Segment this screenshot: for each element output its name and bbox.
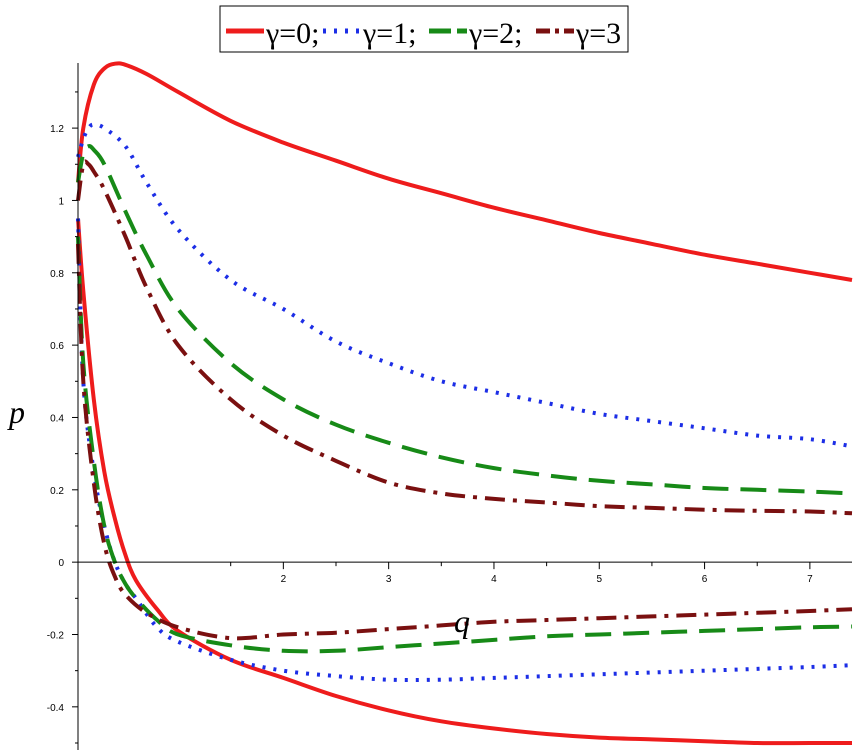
series-1-upper-curve [76, 122, 853, 449]
x-axis-title: q [454, 603, 470, 639]
y-tick-label: -0.4 [47, 703, 65, 714]
series-2-upper-curve [76, 144, 853, 496]
legend-label-3: γ=3 [575, 17, 621, 50]
legend-label-0: γ=0; [265, 17, 320, 50]
y-tick-label: 0.4 [50, 413, 64, 424]
legend-box [219, 5, 629, 53]
x-tick-label: 2 [281, 574, 287, 585]
series-2-lower-curve [76, 236, 853, 654]
axes-layer [77, 63, 852, 750]
x-tick-label: 5 [596, 574, 602, 585]
legend-label-1: γ=1; [362, 17, 417, 50]
y-tick-label: 1.2 [50, 124, 64, 135]
y-axis-title: p [7, 394, 25, 430]
series-3-upper-curve [76, 159, 853, 516]
curves-layer [76, 61, 853, 746]
y-tick-label: -0.2 [47, 630, 65, 641]
ticks-layer: 2 3 4 5 6 7 -0.4 -0.2 0 0.2 0.4 0.6 0.8 1 1.2 [47, 91, 813, 744]
y-tick-label: 0.8 [50, 269, 64, 280]
legend: γ=0; γ=1; γ=2; γ=3 [219, 5, 629, 53]
series-3-lower-curve [76, 243, 853, 641]
y-tick-label: 0.6 [50, 341, 64, 352]
x-tick-label: 4 [491, 574, 497, 585]
x-tick-label: 3 [386, 574, 392, 585]
y-tick-label: 1 [58, 196, 64, 207]
legend-label-2: γ=2; [468, 17, 523, 50]
y-tick-label: 0.2 [50, 486, 64, 497]
series-0-upper-curve [76, 61, 853, 282]
series-0-lower-curve [76, 218, 852, 746]
x-tick-label: 7 [807, 574, 813, 585]
x-tick-label: 6 [702, 574, 708, 585]
y-tick-label: 0 [58, 558, 64, 569]
